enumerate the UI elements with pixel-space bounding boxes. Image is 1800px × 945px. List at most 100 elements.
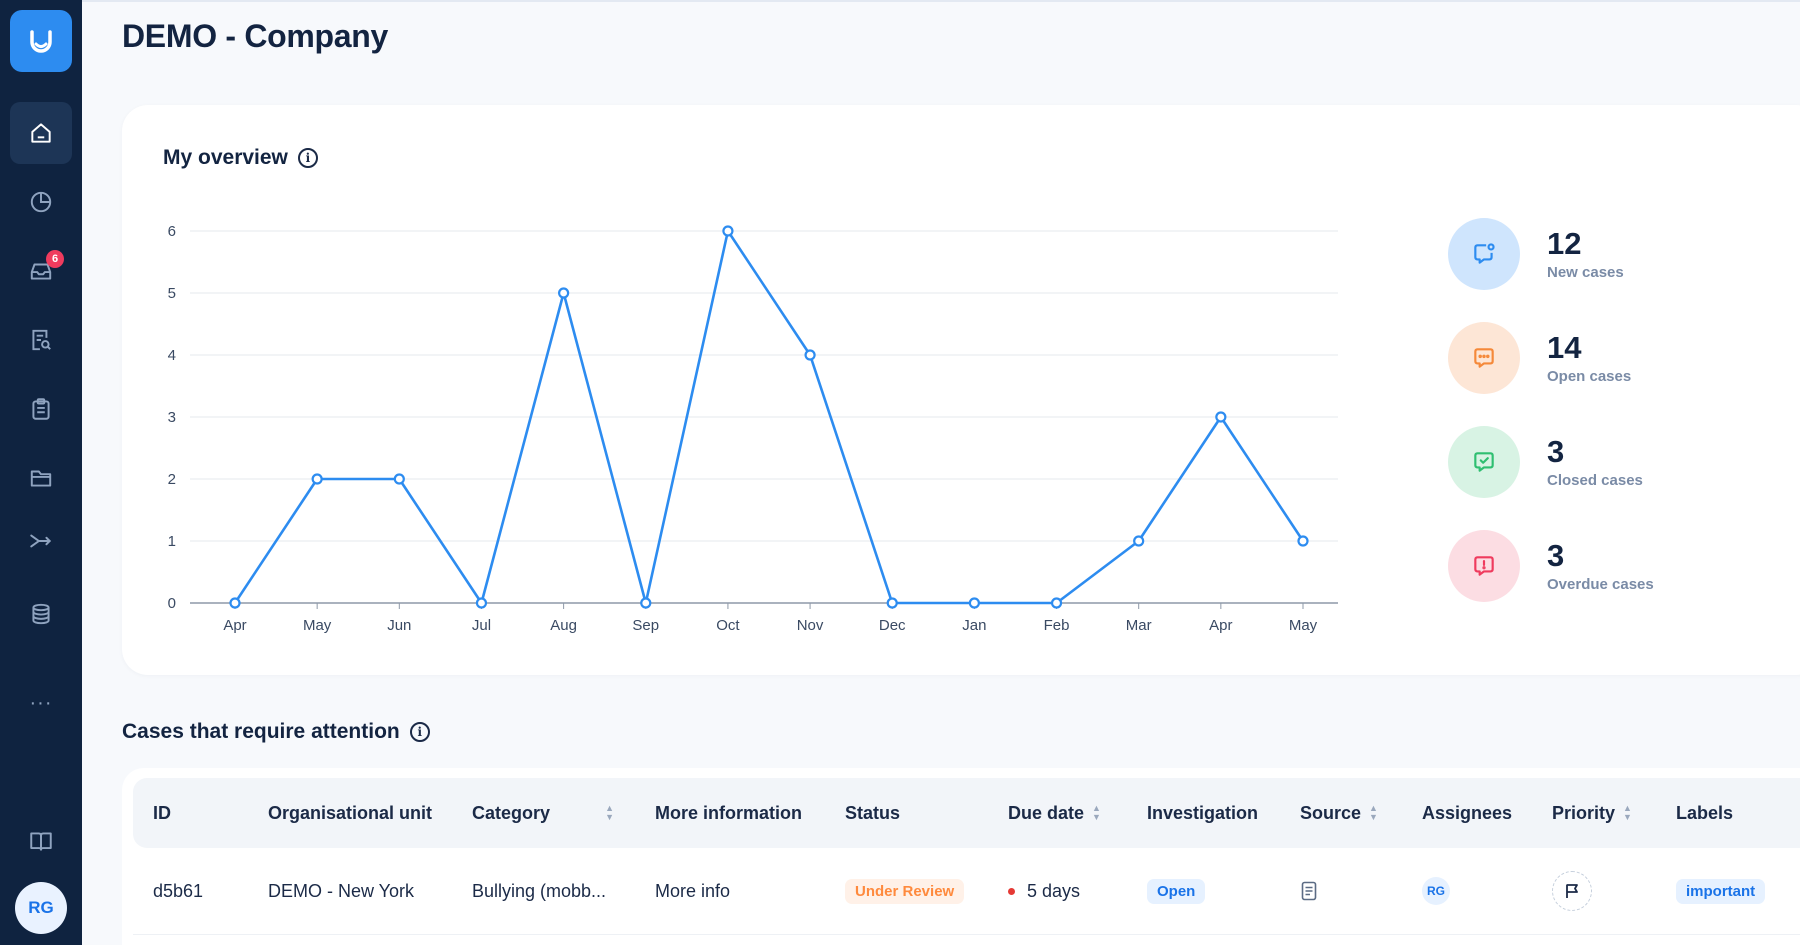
page-title: DEMO - Company — [122, 18, 389, 54]
due-value: 5 days — [1027, 880, 1081, 901]
app-logo[interactable] — [10, 10, 72, 72]
cell-source — [1300, 876, 1318, 906]
flag-icon — [1566, 884, 1578, 898]
y-tick-label: 2 — [168, 471, 176, 488]
x-tick-label: Jun — [387, 617, 411, 634]
nav-folders[interactable] — [10, 447, 72, 509]
info-icon[interactable]: i — [297, 148, 318, 168]
x-tick-label: Apr — [1209, 617, 1232, 634]
nav-routing[interactable] — [10, 510, 72, 572]
col-priority[interactable]: Priority ▲ ▼ — [1552, 800, 1632, 826]
nav-database[interactable] — [10, 583, 72, 645]
col-investigation: Investigation — [1147, 800, 1258, 826]
book-help-icon — [30, 832, 52, 851]
col-label: Priority — [1552, 802, 1616, 823]
y-tick-label: 5 — [168, 285, 176, 302]
y-tick-label: 1 — [168, 533, 176, 550]
more-info-link[interactable]: More info — [655, 880, 731, 901]
col-source[interactable]: Source ▲ ▼ — [1300, 800, 1378, 826]
col-organisational-unit: Organisational unit — [268, 800, 432, 826]
col-due-date[interactable]: Due date ▲ ▼ — [1008, 800, 1101, 826]
stat-closed-circle — [1448, 426, 1520, 498]
user-avatar[interactable]: RG — [15, 882, 67, 934]
document-search-icon — [32, 329, 51, 351]
y-tick-label: 0 — [168, 595, 176, 612]
y-tick-label: 6 — [168, 223, 176, 240]
cell-due: 5 days — [1008, 876, 1080, 906]
col-more-information: More information — [655, 800, 802, 826]
col-label: Organisational unit — [268, 802, 433, 823]
col-status: Status — [845, 800, 900, 826]
sort-icon[interactable]: ▲ ▼ — [1623, 803, 1632, 822]
priority-button[interactable] — [1552, 871, 1592, 911]
stat-open-cases[interactable]: 14 Open cases — [1448, 322, 1631, 394]
data-point — [640, 597, 652, 609]
clipboard-icon — [32, 398, 50, 420]
data-point — [804, 349, 816, 361]
status-badge: Under Review — [845, 878, 965, 904]
y-tick-label: 4 — [168, 347, 176, 364]
col-labels: Labels — [1676, 800, 1733, 826]
cell-category: Bullying (mobb... — [472, 880, 607, 901]
data-point — [886, 597, 898, 609]
stat-new-circle — [1448, 218, 1520, 290]
col-label: Investigation — [1147, 802, 1259, 823]
stat-label: Open cases — [1547, 368, 1632, 386]
x-tick-label: Aug — [550, 617, 577, 634]
nav-help[interactable] — [10, 810, 72, 872]
stat-open-circle — [1448, 322, 1520, 394]
stat-value: 3 — [1547, 537, 1565, 573]
overview-card — [122, 105, 1800, 675]
folder-icon — [30, 470, 52, 487]
nav-search-documents[interactable] — [10, 309, 72, 371]
stat-closed-cases[interactable]: 3 Closed cases — [1448, 426, 1643, 498]
more-menu-button[interactable]: ··· — [29, 691, 53, 714]
chat-alert-icon — [1474, 556, 1494, 576]
cell-assignees: RG — [1422, 876, 1450, 906]
assignee-avatar[interactable]: RG — [1422, 877, 1450, 905]
col-label: Source — [1300, 802, 1362, 823]
stat-new-cases[interactable]: 12 New cases — [1448, 218, 1624, 290]
document-icon[interactable] — [1300, 881, 1318, 901]
inbox-badge: 6 — [46, 250, 64, 268]
stat-value: 3 — [1547, 433, 1565, 469]
stat-value: 12 — [1547, 225, 1582, 261]
data-point — [475, 597, 488, 609]
nav-tasks[interactable] — [10, 378, 72, 440]
data-point — [1297, 535, 1309, 547]
stat-label: Overdue cases — [1547, 576, 1654, 594]
col-label: Category — [472, 802, 551, 823]
info-icon[interactable]: i — [409, 722, 430, 742]
cell-labels: important — [1676, 876, 1766, 906]
label-badge[interactable]: important — [1676, 878, 1766, 904]
logo-icon — [30, 30, 52, 53]
sort-icon[interactable]: ▲ ▼ — [605, 803, 614, 822]
y-tick-label: 3 — [168, 409, 176, 426]
overview-title: My overview — [163, 146, 288, 169]
cell-id[interactable]: d5b61 — [153, 880, 204, 901]
x-tick-label: Oct — [716, 617, 740, 634]
sort-icon[interactable]: ▲ ▼ — [1369, 803, 1378, 822]
cell-priority — [1552, 871, 1592, 911]
nav-reports[interactable] — [10, 171, 72, 233]
sort-icon[interactable]: ▲ ▼ — [1092, 803, 1101, 822]
stat-overdue-cases[interactable]: 3 Overdue cases — [1448, 530, 1654, 602]
col-label: Assignees — [1422, 802, 1513, 823]
x-tick-label: Jul — [472, 617, 491, 634]
chat-check-icon — [1474, 452, 1494, 472]
attention-heading: Cases that require attention i — [122, 720, 430, 744]
cell-investigation: Open — [1147, 876, 1206, 906]
x-tick-label: Nov — [797, 617, 824, 634]
nav-home[interactable] — [10, 102, 72, 164]
col-label: ID — [153, 802, 171, 823]
nav-inbox[interactable]: 6 — [10, 240, 72, 302]
x-tick-label: Dec — [879, 617, 906, 634]
pie-chart-icon — [30, 191, 52, 213]
col-category[interactable]: Category ▲ ▼ — [472, 800, 614, 826]
chat-dots-icon — [1474, 348, 1494, 368]
cell-status: Under Review — [845, 876, 965, 906]
stat-overdue-circle — [1448, 530, 1520, 602]
col-label: More information — [655, 802, 802, 823]
data-point — [229, 597, 241, 609]
series-line — [233, 229, 1305, 605]
